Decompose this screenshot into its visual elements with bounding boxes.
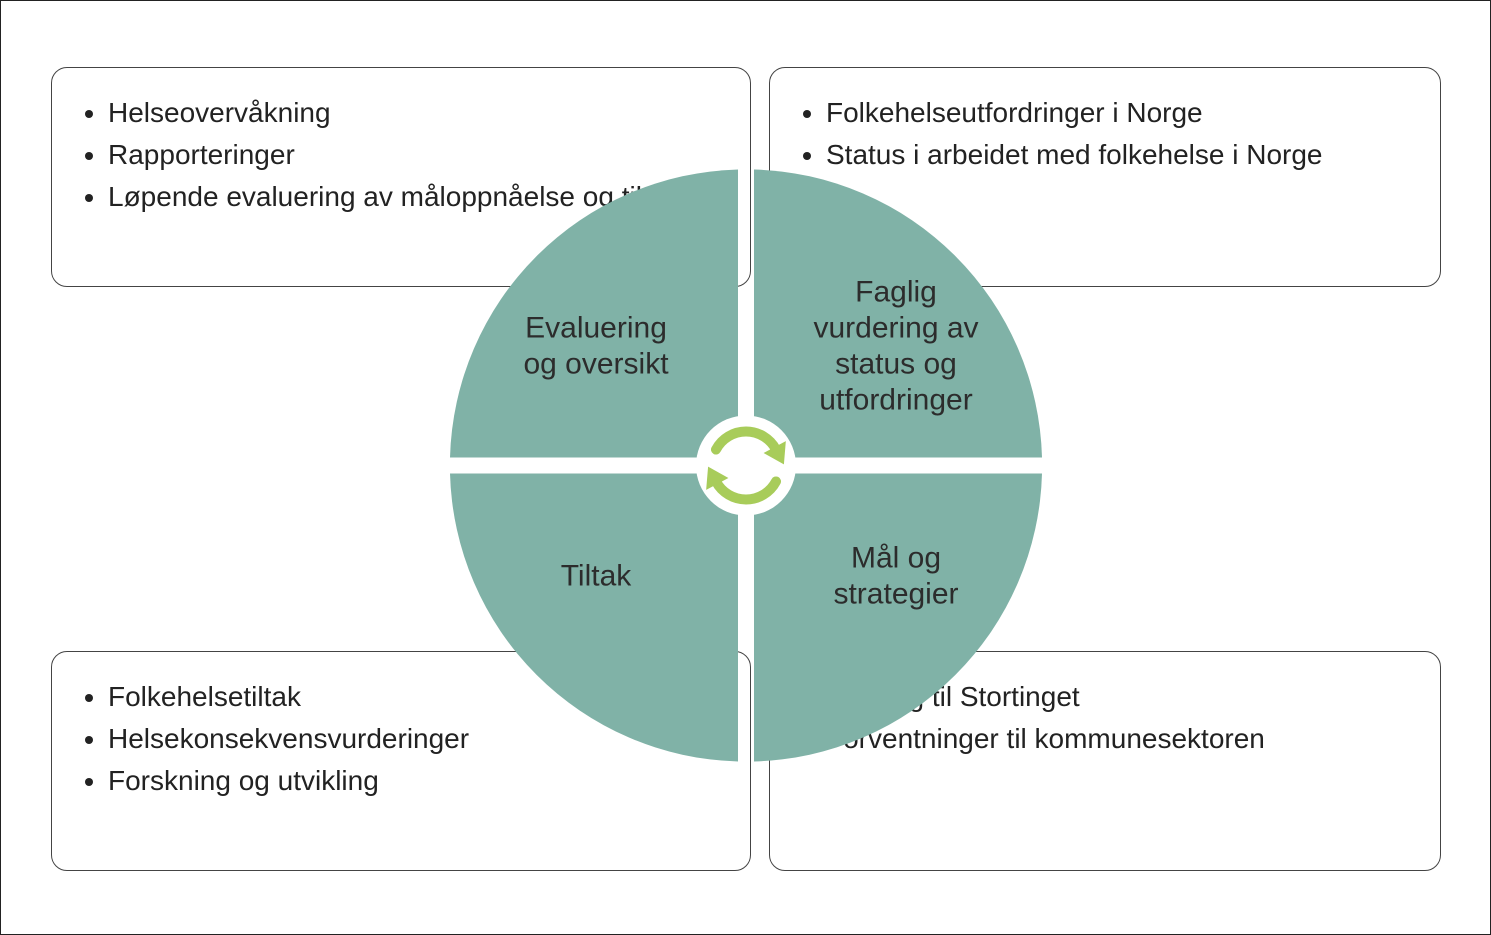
diagram-frame: Helseovervåkning Rapporteringer Løpende … — [0, 0, 1491, 935]
quadrant-bottom-left — [450, 473, 738, 761]
cycle-svg: Evalueringog oversiktFagligvurdering avs… — [426, 145, 1066, 785]
quadrant-label-bottom-left: Tiltak — [560, 559, 632, 592]
list-item: Folkehelseutfordringer i Norge — [826, 94, 1412, 132]
quadrant-bottom-right — [754, 473, 1042, 761]
list-item: Helseovervåkning — [108, 94, 722, 132]
cycle-circle: Evalueringog oversiktFagligvurdering avs… — [426, 145, 1066, 790]
